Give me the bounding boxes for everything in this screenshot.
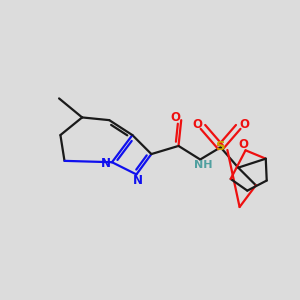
Text: S: S bbox=[216, 140, 225, 153]
Text: O: O bbox=[239, 118, 249, 131]
Text: O: O bbox=[238, 138, 248, 152]
Text: NH: NH bbox=[194, 160, 212, 170]
Text: O: O bbox=[170, 111, 180, 124]
Text: O: O bbox=[192, 118, 202, 131]
Text: N: N bbox=[133, 174, 143, 187]
Text: N: N bbox=[101, 157, 111, 170]
